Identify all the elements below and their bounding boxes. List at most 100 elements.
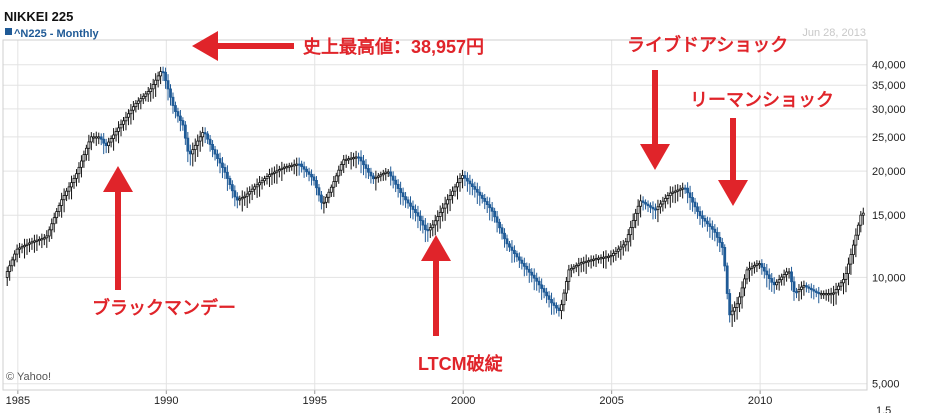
candle-body: [634, 212, 638, 221]
arrow-ltcm: [421, 235, 451, 336]
candle-body: [273, 171, 276, 174]
candle-body: [102, 138, 106, 144]
candle-body: [30, 241, 34, 244]
candle-body: [463, 175, 467, 179]
candle-body: [381, 173, 385, 176]
candle-body: [656, 206, 660, 211]
candle-body: [745, 269, 749, 280]
candle-body: [456, 182, 459, 188]
candle-body: [728, 293, 732, 316]
candle-body: [161, 71, 165, 74]
candle-body: [483, 197, 487, 202]
candle-body: [654, 208, 657, 211]
candle-body: [89, 136, 93, 143]
candle-body: [683, 187, 687, 190]
y-tick-label: 20,000: [872, 166, 906, 178]
candle-body: [359, 156, 363, 162]
candle-body: [367, 168, 370, 173]
candle-body: [790, 271, 793, 283]
candle-body: [834, 289, 838, 294]
candle-body: [386, 171, 390, 174]
y-tick-label: 35,000: [872, 80, 906, 92]
candle-body: [275, 170, 279, 173]
candle-body: [28, 242, 31, 245]
candle-body: [206, 133, 210, 140]
candle-body: [141, 95, 145, 100]
candle-body: [604, 256, 608, 259]
candle-body: [468, 180, 472, 185]
candle-body: [129, 109, 133, 115]
candle-body: [342, 159, 346, 165]
candle-body: [555, 305, 558, 309]
candle-body: [181, 120, 185, 126]
candle-body: [597, 257, 600, 260]
candle-body: [505, 238, 509, 245]
candle-body: [149, 88, 153, 92]
candle-body: [159, 71, 163, 77]
candle-body: [287, 165, 291, 168]
candle-body: [787, 271, 791, 274]
candle-body: [698, 211, 702, 217]
plot-frame: [2, 39, 868, 391]
candle-body: [57, 205, 61, 212]
candle-body: [564, 281, 568, 294]
candle-body: [268, 174, 271, 177]
candle-body: [37, 238, 41, 241]
candle-body: [461, 175, 464, 179]
candle-body: [522, 262, 526, 267]
candle-body: [201, 132, 205, 138]
date-label: Jun 28, 2013: [802, 27, 866, 39]
candle-body: [792, 281, 796, 292]
candle-body: [767, 274, 771, 279]
arrow-black-monday: [103, 166, 133, 290]
candle-body: [396, 183, 400, 189]
candle-body: [651, 206, 655, 210]
candle-body: [169, 88, 172, 98]
candle-body: [842, 279, 845, 284]
candle-body: [500, 227, 504, 234]
candle-body: [856, 224, 860, 236]
candle-body: [777, 279, 781, 283]
candle-body: [681, 187, 685, 190]
candle-body: [819, 293, 823, 296]
candles: [5, 66, 865, 327]
candle-body: [45, 235, 49, 239]
candle-body: [62, 195, 66, 201]
candle-body: [812, 289, 816, 292]
candle-body: [753, 265, 756, 268]
candle-body: [678, 188, 682, 191]
candle-body: [176, 111, 180, 117]
candle-body: [478, 191, 482, 196]
candle-body: [498, 221, 501, 229]
candle-body: [639, 200, 643, 207]
candle-body: [406, 199, 410, 204]
candle-body: [780, 276, 784, 281]
candle-body: [730, 310, 734, 316]
x-tick-label: 1995: [303, 395, 327, 407]
candle-body: [431, 224, 435, 229]
candle-body: [829, 293, 833, 296]
candle-body: [203, 132, 207, 135]
candle-body: [250, 188, 254, 193]
candle-body: [50, 223, 54, 231]
candle-body: [668, 192, 672, 196]
candle-body: [800, 286, 803, 290]
candle-body: [673, 190, 677, 193]
candle-body: [13, 253, 17, 261]
candle-body: [324, 196, 328, 203]
candle-body: [248, 191, 252, 195]
candle-body: [802, 285, 806, 288]
candle-body: [854, 234, 858, 246]
candle-body: [292, 164, 296, 167]
candle-body: [847, 263, 850, 275]
candle-body: [572, 266, 576, 269]
candle-body: [352, 157, 355, 160]
candle-body: [362, 160, 365, 166]
copyright: © Yahoo!: [6, 371, 51, 383]
candle-body: [441, 207, 445, 213]
candle-body: [404, 196, 407, 201]
annotation-lehman: リーマンショック: [690, 90, 834, 110]
candle-body: [723, 247, 727, 267]
x-tick-label: 1990: [154, 395, 178, 407]
candle-body: [357, 156, 360, 159]
